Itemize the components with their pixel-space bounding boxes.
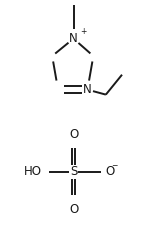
Text: N: N [69, 32, 78, 45]
Text: S: S [70, 165, 77, 178]
Text: O: O [69, 128, 78, 141]
Text: N: N [83, 83, 92, 96]
Text: HO: HO [24, 165, 42, 178]
Text: O: O [105, 165, 114, 178]
Text: +: + [81, 27, 87, 36]
Text: O: O [69, 203, 78, 216]
Text: −: − [111, 161, 117, 170]
